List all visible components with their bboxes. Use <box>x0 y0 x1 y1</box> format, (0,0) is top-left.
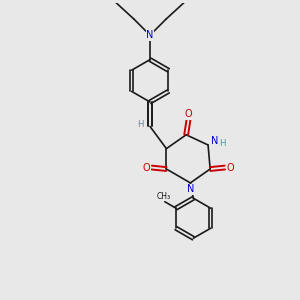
Text: N: N <box>211 136 218 146</box>
Text: N: N <box>146 30 154 40</box>
Text: N: N <box>187 184 194 194</box>
Text: O: O <box>226 163 234 172</box>
Text: H: H <box>137 120 144 129</box>
Text: H: H <box>219 139 225 148</box>
Text: CH₃: CH₃ <box>156 192 170 201</box>
Text: O: O <box>142 163 150 172</box>
Text: O: O <box>185 109 192 119</box>
